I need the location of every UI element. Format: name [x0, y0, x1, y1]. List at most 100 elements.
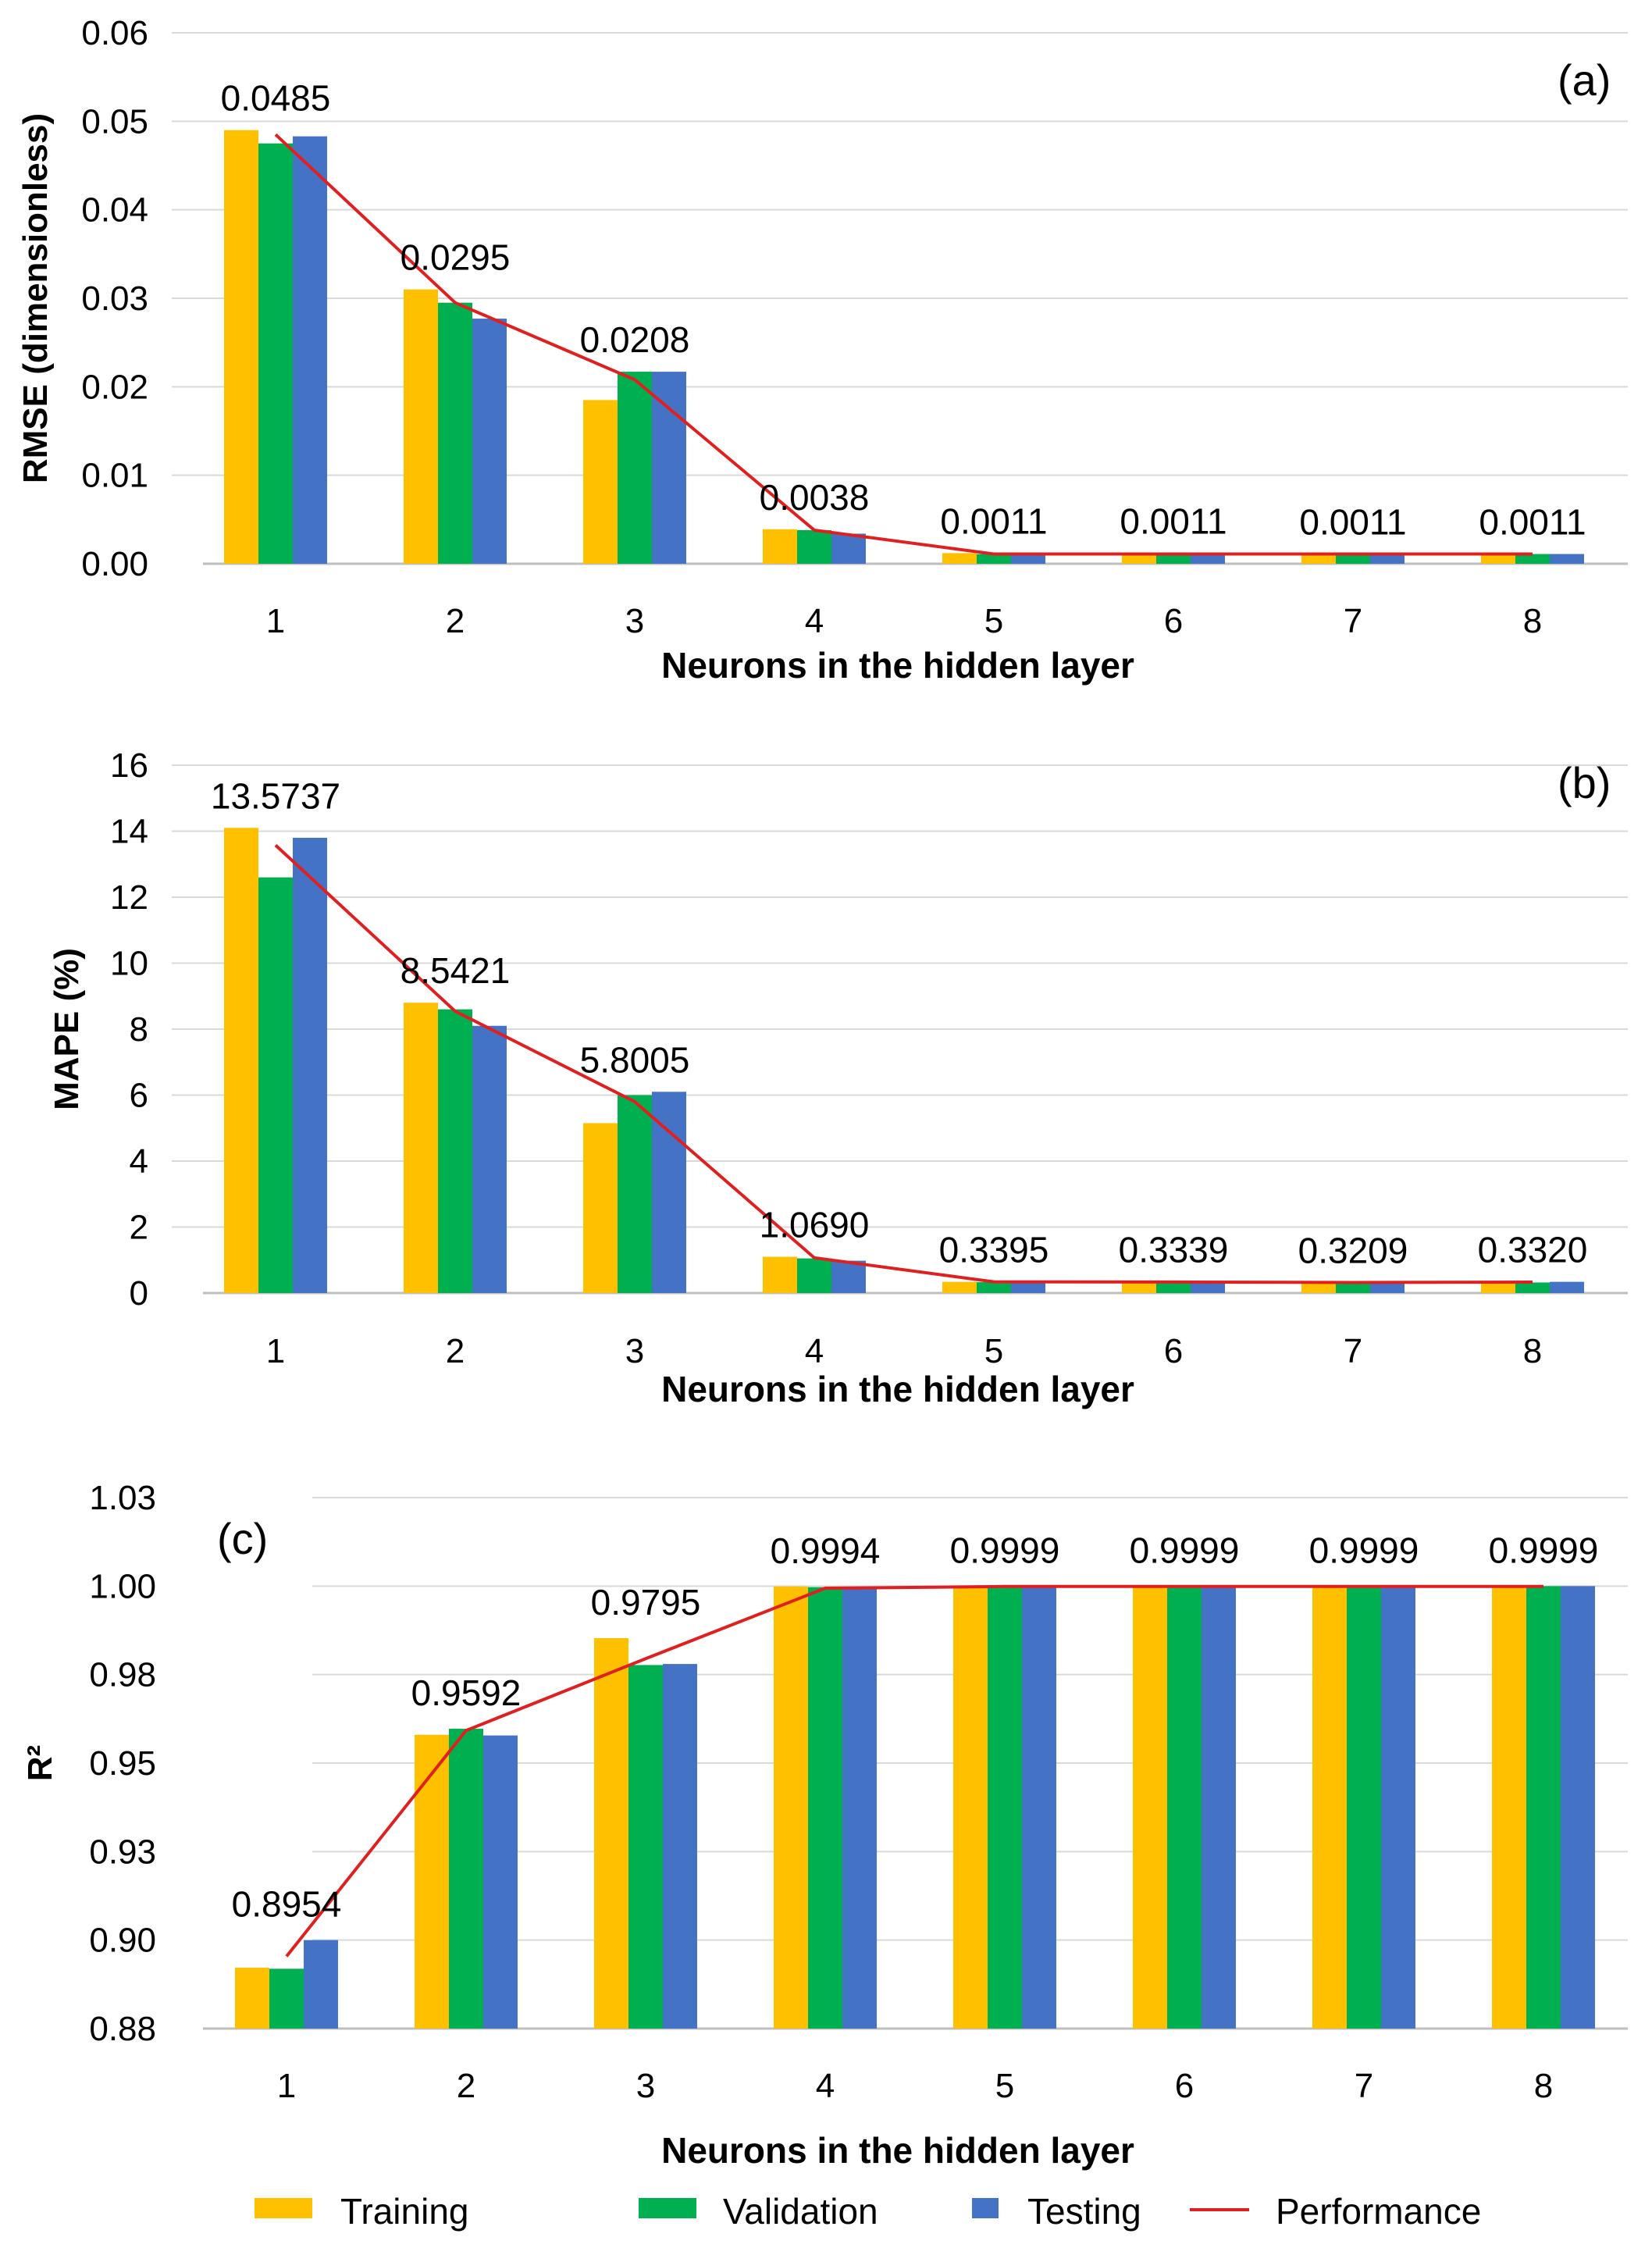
y-tick-label: 0.05: [81, 102, 148, 141]
data-label: 8.5421: [401, 950, 511, 991]
y-tick-label: 8: [130, 1010, 148, 1049]
data-label: 0.3395: [939, 1230, 1049, 1270]
x-tick-label: 7: [1344, 602, 1362, 640]
y-tick-label: 0.00: [81, 545, 148, 583]
bar-validation-2: [438, 1009, 472, 1293]
x-tick-label: 4: [816, 2067, 835, 2105]
x-tick-label: 4: [805, 1332, 824, 1370]
y-tick-label: 4: [130, 1142, 148, 1181]
y-tick-label: 1.00: [89, 1567, 156, 1605]
data-label: 0.9999: [1309, 1530, 1419, 1570]
bar-validation-3: [628, 1665, 663, 2029]
x-tick-label: 4: [805, 602, 824, 640]
bar-training-2: [404, 1003, 438, 1293]
bar-training-2: [404, 289, 438, 564]
y-tick-label: 0: [130, 1274, 148, 1313]
y-tick-label: 0.03: [81, 280, 148, 318]
chart-panel-b: 024681012141613.57378.54215.80051.06900.…: [48, 746, 1628, 1409]
bar-testing-2: [472, 319, 507, 564]
bar-training-7: [1312, 1586, 1347, 2029]
bar-validation-3: [618, 1095, 652, 1293]
data-label: 0.8954: [232, 1884, 342, 1925]
bar-validation-6: [1167, 1586, 1202, 2029]
bar-training-4: [763, 529, 797, 564]
bar-testing-3: [652, 372, 686, 564]
bar-training-1: [224, 130, 258, 564]
chart-panel-c: 0.88 0.90 0.93 0.95 0.98 1.00 1.03 0.8954 0.9592…: [21, 1479, 1628, 2171]
bar-training-3: [583, 400, 618, 564]
x-tick-label: 8: [1523, 602, 1542, 640]
performance-line: [274, 133, 1533, 556]
bar-testing-5: [1011, 554, 1045, 564]
data-label: 0.9999: [950, 1530, 1060, 1570]
x-tick-label: 6: [1164, 602, 1183, 640]
y-tick-label: 0.04: [81, 191, 148, 230]
y-tick-label: 0.95: [89, 1744, 156, 1783]
performance-line: [274, 844, 1533, 1284]
bar-testing-7: [1381, 1586, 1415, 2029]
performance-line: [285, 1584, 1543, 1958]
legend-label-performance: Performance: [1276, 2191, 1481, 2232]
x-tick-label: 8: [1523, 1332, 1542, 1370]
bar-training-5: [953, 1586, 988, 2029]
bar-testing-7: [1370, 554, 1405, 564]
data-label: 1.0690: [760, 1205, 870, 1245]
bar-testing-8: [1561, 1586, 1595, 2029]
legend-swatch-validation: [639, 2198, 696, 2218]
data-label: 0.0011: [1299, 502, 1406, 543]
y-tick-label: 0.02: [81, 368, 148, 406]
bar-training-4: [763, 1256, 797, 1293]
bar-testing-3: [663, 1664, 697, 2029]
bar-training-5: [942, 553, 977, 564]
panel-label: (c): [217, 1514, 268, 1563]
bar-validation-7: [1347, 1586, 1381, 2029]
bar-validation-5: [977, 554, 1011, 564]
data-label: 0.9994: [771, 1530, 881, 1571]
y-tick-label: 0.01: [81, 457, 148, 495]
bar-testing-6: [1202, 1586, 1236, 2029]
bar-testing-5: [1011, 1281, 1045, 1293]
bar-training-5: [942, 1281, 977, 1293]
x-tick-label: 7: [1344, 1332, 1362, 1370]
x-tick-label: 1: [266, 1332, 285, 1370]
y-axis-title: RMSE (dimensionless): [16, 113, 55, 483]
bar-training-3: [594, 1637, 628, 2029]
bar-testing-1: [304, 1940, 338, 2029]
x-tick-label: 6: [1175, 2067, 1194, 2105]
bar-testing-7: [1370, 1282, 1405, 1293]
legend-swatch-training: [255, 2198, 312, 2218]
data-label: 0.3320: [1478, 1230, 1588, 1270]
data-label: 0.3339: [1119, 1230, 1229, 1270]
legend-label-testing: Testing: [1027, 2191, 1141, 2232]
x-tick-label: 1: [277, 2067, 296, 2105]
bar-validation-8: [1515, 554, 1550, 564]
bar-validation-5: [977, 1282, 1011, 1293]
y-tick-label: 0.06: [81, 14, 148, 52]
y-axis-title: MAPE (%): [48, 948, 86, 1110]
bar-validation-1: [269, 1968, 304, 2029]
bar-training-7: [1301, 554, 1336, 564]
bar-testing-2: [483, 1735, 518, 2029]
data-label: 0.0295: [401, 237, 511, 278]
panel-label: (a): [1558, 55, 1611, 105]
x-tick-label: 6: [1164, 1332, 1183, 1370]
bar-training-6: [1133, 1586, 1167, 2029]
x-axis-title: Neurons in the hidden layer: [661, 1369, 1134, 1409]
bar-validation-6: [1156, 1282, 1191, 1293]
bar-validation-4: [797, 529, 831, 564]
y-tick-label: 14: [110, 813, 148, 851]
data-label: 0.0208: [580, 319, 690, 360]
bar-training-8: [1481, 1282, 1515, 1293]
bar-validation-8: [1526, 1586, 1561, 2029]
legend-label-validation: Validation: [723, 2191, 878, 2232]
y-tick-label: 6: [130, 1077, 148, 1115]
x-axis-title: Neurons in the hidden layer: [661, 2130, 1134, 2171]
bar-validation-2: [438, 302, 472, 564]
x-tick-label: 5: [984, 602, 1003, 640]
data-label: 0.0011: [1120, 501, 1227, 541]
data-label: 0.0011: [1479, 502, 1586, 543]
x-tick-label: 3: [636, 2067, 655, 2105]
bar-training-1: [235, 1968, 269, 2029]
bar-testing-3: [652, 1092, 686, 1293]
x-tick-label: 1: [266, 602, 285, 640]
